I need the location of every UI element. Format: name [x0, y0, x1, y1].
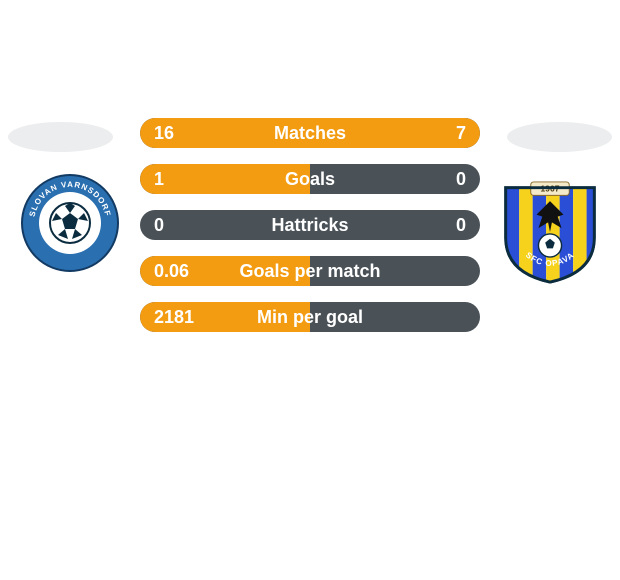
club-crest-right: 1907 SFC OPAVA — [500, 180, 600, 284]
stat-row-matches: 16 Matches 7 — [140, 118, 480, 148]
crest-left-bottom-text: SK — [64, 242, 77, 253]
stat-row-gpm: 0.06 Goals per match — [140, 256, 480, 286]
infographic-root: Kosař vs MuÅ¾Ãk Club competitions, Seaso… — [0, 0, 620, 580]
stat-label: Goals — [140, 169, 480, 190]
stat-right-value: 0 — [456, 169, 466, 190]
svg-text:SK: SK — [64, 242, 77, 253]
stat-label: Goals per match — [140, 261, 480, 282]
player-avatar-left — [8, 122, 113, 152]
stat-label: Matches — [140, 123, 480, 144]
stat-right-value: 7 — [456, 123, 466, 144]
club-crest-left: SLOVAN VARNSDORF SK — [20, 173, 120, 273]
stat-row-hattricks: 0 Hattricks 0 — [140, 210, 480, 240]
stat-label: Min per goal — [140, 307, 480, 328]
background — [0, 0, 620, 580]
stat-row-mpg: 2181 Min per goal — [140, 302, 480, 332]
stat-right-value: 0 — [456, 215, 466, 236]
stat-row-goals: 1 Goals 0 — [140, 164, 480, 194]
player-avatar-right — [507, 122, 612, 152]
stat-label: Hattricks — [140, 215, 480, 236]
